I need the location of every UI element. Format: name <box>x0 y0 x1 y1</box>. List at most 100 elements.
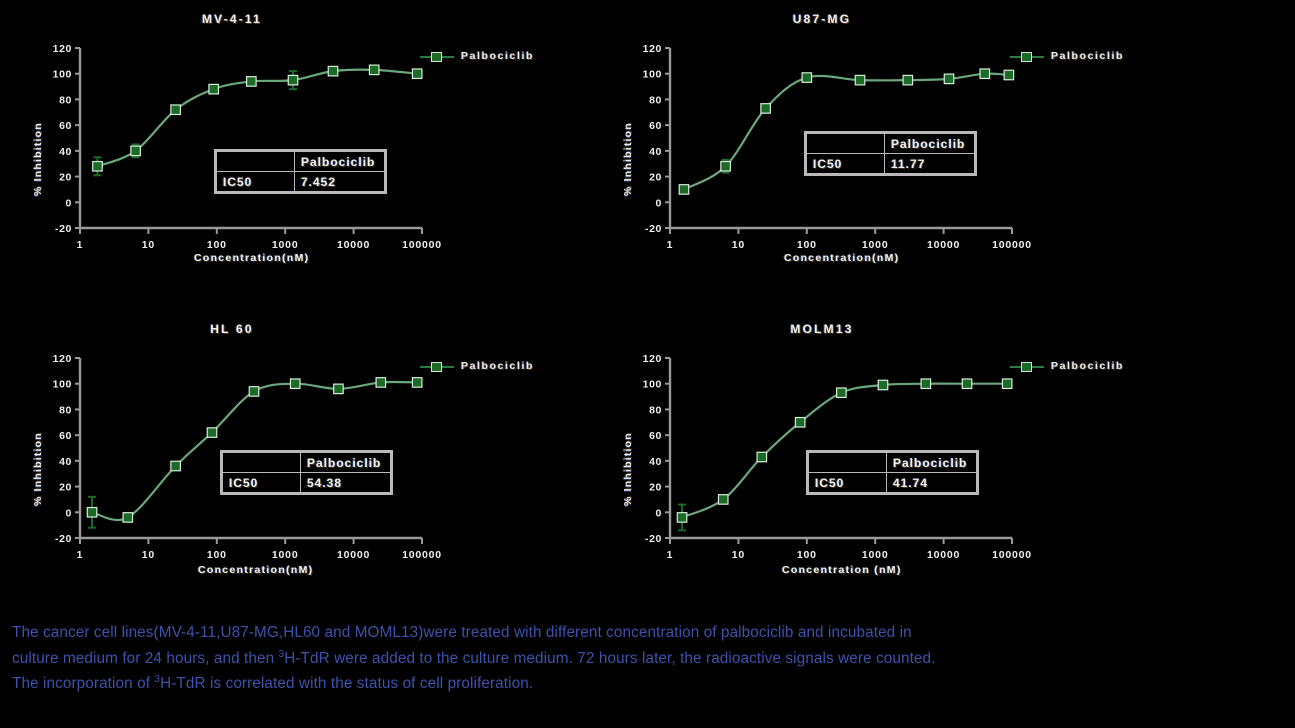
ic50-table: Palbociclib IC50 11.77 <box>804 131 977 176</box>
legend-marker-icon <box>1010 51 1044 62</box>
chart-panel-mv411: MV-4-11 -20 0 20 40 60 80 100 120 1 10 100 1000 1000… <box>22 6 622 306</box>
y-tick-label: 40 <box>649 146 662 158</box>
x-axis-title: Concentration(nM) <box>198 564 314 576</box>
y-axis-title: % Inhibition <box>622 122 634 196</box>
data-point-marker <box>961 378 973 390</box>
data-point-marker <box>854 74 866 86</box>
plot-area: -20 0 20 40 60 80 100 120 1 10 100 1000 10000 100000 <box>22 350 442 580</box>
y-tick-label: 100 <box>53 379 72 391</box>
caption-line: The incorporation of 3H-TdR is correlate… <box>12 674 534 693</box>
y-tick-label: 80 <box>649 404 662 416</box>
data-point-marker <box>86 506 98 518</box>
panel-title: HL 60 <box>210 322 254 336</box>
data-point-marker <box>411 68 423 80</box>
x-axis-title: Concentration(nM) <box>194 252 310 264</box>
y-tick-label: 40 <box>59 146 72 158</box>
y-tick-label: 20 <box>649 482 662 494</box>
table-row: Palbociclib <box>806 133 975 154</box>
chart-panel-hl60: HL 60 -20 0 20 40 60 80 100 120 1 10 100 1000 10000 1… <box>22 316 622 616</box>
table-row: IC50 11.77 <box>806 153 975 174</box>
x-tick-label: 100 <box>797 239 817 251</box>
data-point-marker <box>333 383 344 395</box>
data-point-marker <box>760 103 771 114</box>
chart-panel-u87mg: U87-MG -20 0 20 40 60 80 100 120 1 10 100 1000 10000… <box>612 6 1212 306</box>
data-point-marker <box>206 427 218 438</box>
data-point-marker <box>920 378 932 390</box>
data-point-marker <box>246 76 257 87</box>
data-point-marker <box>170 104 181 116</box>
data-point-marker <box>717 494 729 505</box>
legend-label: Palbociclib <box>461 50 535 62</box>
data-point-marker <box>122 512 134 523</box>
legend-marker-icon <box>1010 361 1044 372</box>
legend-label: Palbociclib <box>1051 360 1125 372</box>
y-tick-label: 20 <box>59 482 72 494</box>
data-point-marker <box>836 387 847 399</box>
table-header-compound: Palbociclib <box>886 452 977 473</box>
x-tick-label: 100000 <box>992 239 1032 251</box>
y-tick-label: -20 <box>645 533 662 545</box>
legend-marker-icon <box>420 51 454 62</box>
y-tick-label: 0 <box>656 507 662 519</box>
panel-title: MV-4-11 <box>201 12 263 26</box>
data-point-marker <box>327 65 339 77</box>
table-value-ic50: 7.452 <box>294 171 385 192</box>
table-value-ic50: 11.77 <box>884 153 975 174</box>
data-point-marker <box>979 68 991 80</box>
x-tick-label: 100000 <box>402 549 442 561</box>
x-tick-label: 1000 <box>862 239 889 251</box>
x-tick-label: 10000 <box>337 239 370 251</box>
x-tick-label: 100000 <box>992 549 1032 561</box>
data-point-marker <box>289 378 301 390</box>
y-tick-label: 20 <box>59 172 72 184</box>
legend: Palbociclib <box>1010 360 1124 372</box>
legend-label: Palbociclib <box>461 360 535 372</box>
y-tick-label: -20 <box>645 223 662 235</box>
x-tick-label: 10000 <box>337 549 370 561</box>
y-axis-title: % Inhibition <box>32 432 44 506</box>
y-tick-label: 60 <box>59 430 72 442</box>
x-tick-label: 1000 <box>272 239 299 251</box>
superscript-3: 3 <box>154 674 161 686</box>
legend: Palbociclib <box>420 360 534 372</box>
plot-area: -20 0 20 40 60 80 100 120 1 10 100 1000 10000 100000 <box>612 40 1032 270</box>
y-tick-label: -20 <box>55 223 72 235</box>
data-point-marker <box>248 386 260 397</box>
x-axis-title: Concentration (nM) <box>782 564 902 576</box>
y-tick-label: 100 <box>53 69 72 81</box>
panel-title: U87-MG <box>792 12 852 26</box>
data-point-marker <box>902 74 914 86</box>
y-tick-label: 120 <box>53 353 72 365</box>
y-tick-label: 120 <box>643 353 662 365</box>
data-point-marker <box>1001 378 1013 390</box>
y-tick-label: -20 <box>55 533 72 545</box>
table-label-ic50: IC50 <box>806 153 885 174</box>
table-cell-empty <box>808 452 887 473</box>
table-label-ic50: IC50 <box>808 472 887 493</box>
legend: Palbociclib <box>420 50 534 62</box>
legend-marker-icon <box>420 361 454 372</box>
data-point-marker <box>756 451 768 463</box>
y-tick-label: 0 <box>656 197 662 209</box>
x-axis-title: Concentration(nM) <box>784 252 900 264</box>
table-cell-empty <box>806 133 885 154</box>
x-tick-label: 100 <box>207 239 227 251</box>
y-tick-label: 80 <box>649 94 662 106</box>
x-tick-label: 1 <box>77 549 84 561</box>
y-tick-label: 60 <box>649 430 662 442</box>
table-value-ic50: 41.74 <box>886 472 977 493</box>
data-point-marker <box>375 377 387 388</box>
table-label-ic50: IC50 <box>216 171 295 192</box>
y-tick-label: 0 <box>66 197 72 209</box>
y-tick-label: 120 <box>643 43 662 55</box>
table-cell-empty <box>216 151 295 172</box>
data-point-marker <box>1003 69 1015 81</box>
y-tick-label: 100 <box>643 379 662 391</box>
x-tick-label: 1 <box>667 549 674 561</box>
x-tick-label: 100000 <box>402 239 442 251</box>
y-tick-label: 120 <box>53 43 72 55</box>
x-tick-label: 1000 <box>272 549 299 561</box>
data-point-marker <box>676 512 688 523</box>
x-tick-label: 10 <box>142 549 155 561</box>
